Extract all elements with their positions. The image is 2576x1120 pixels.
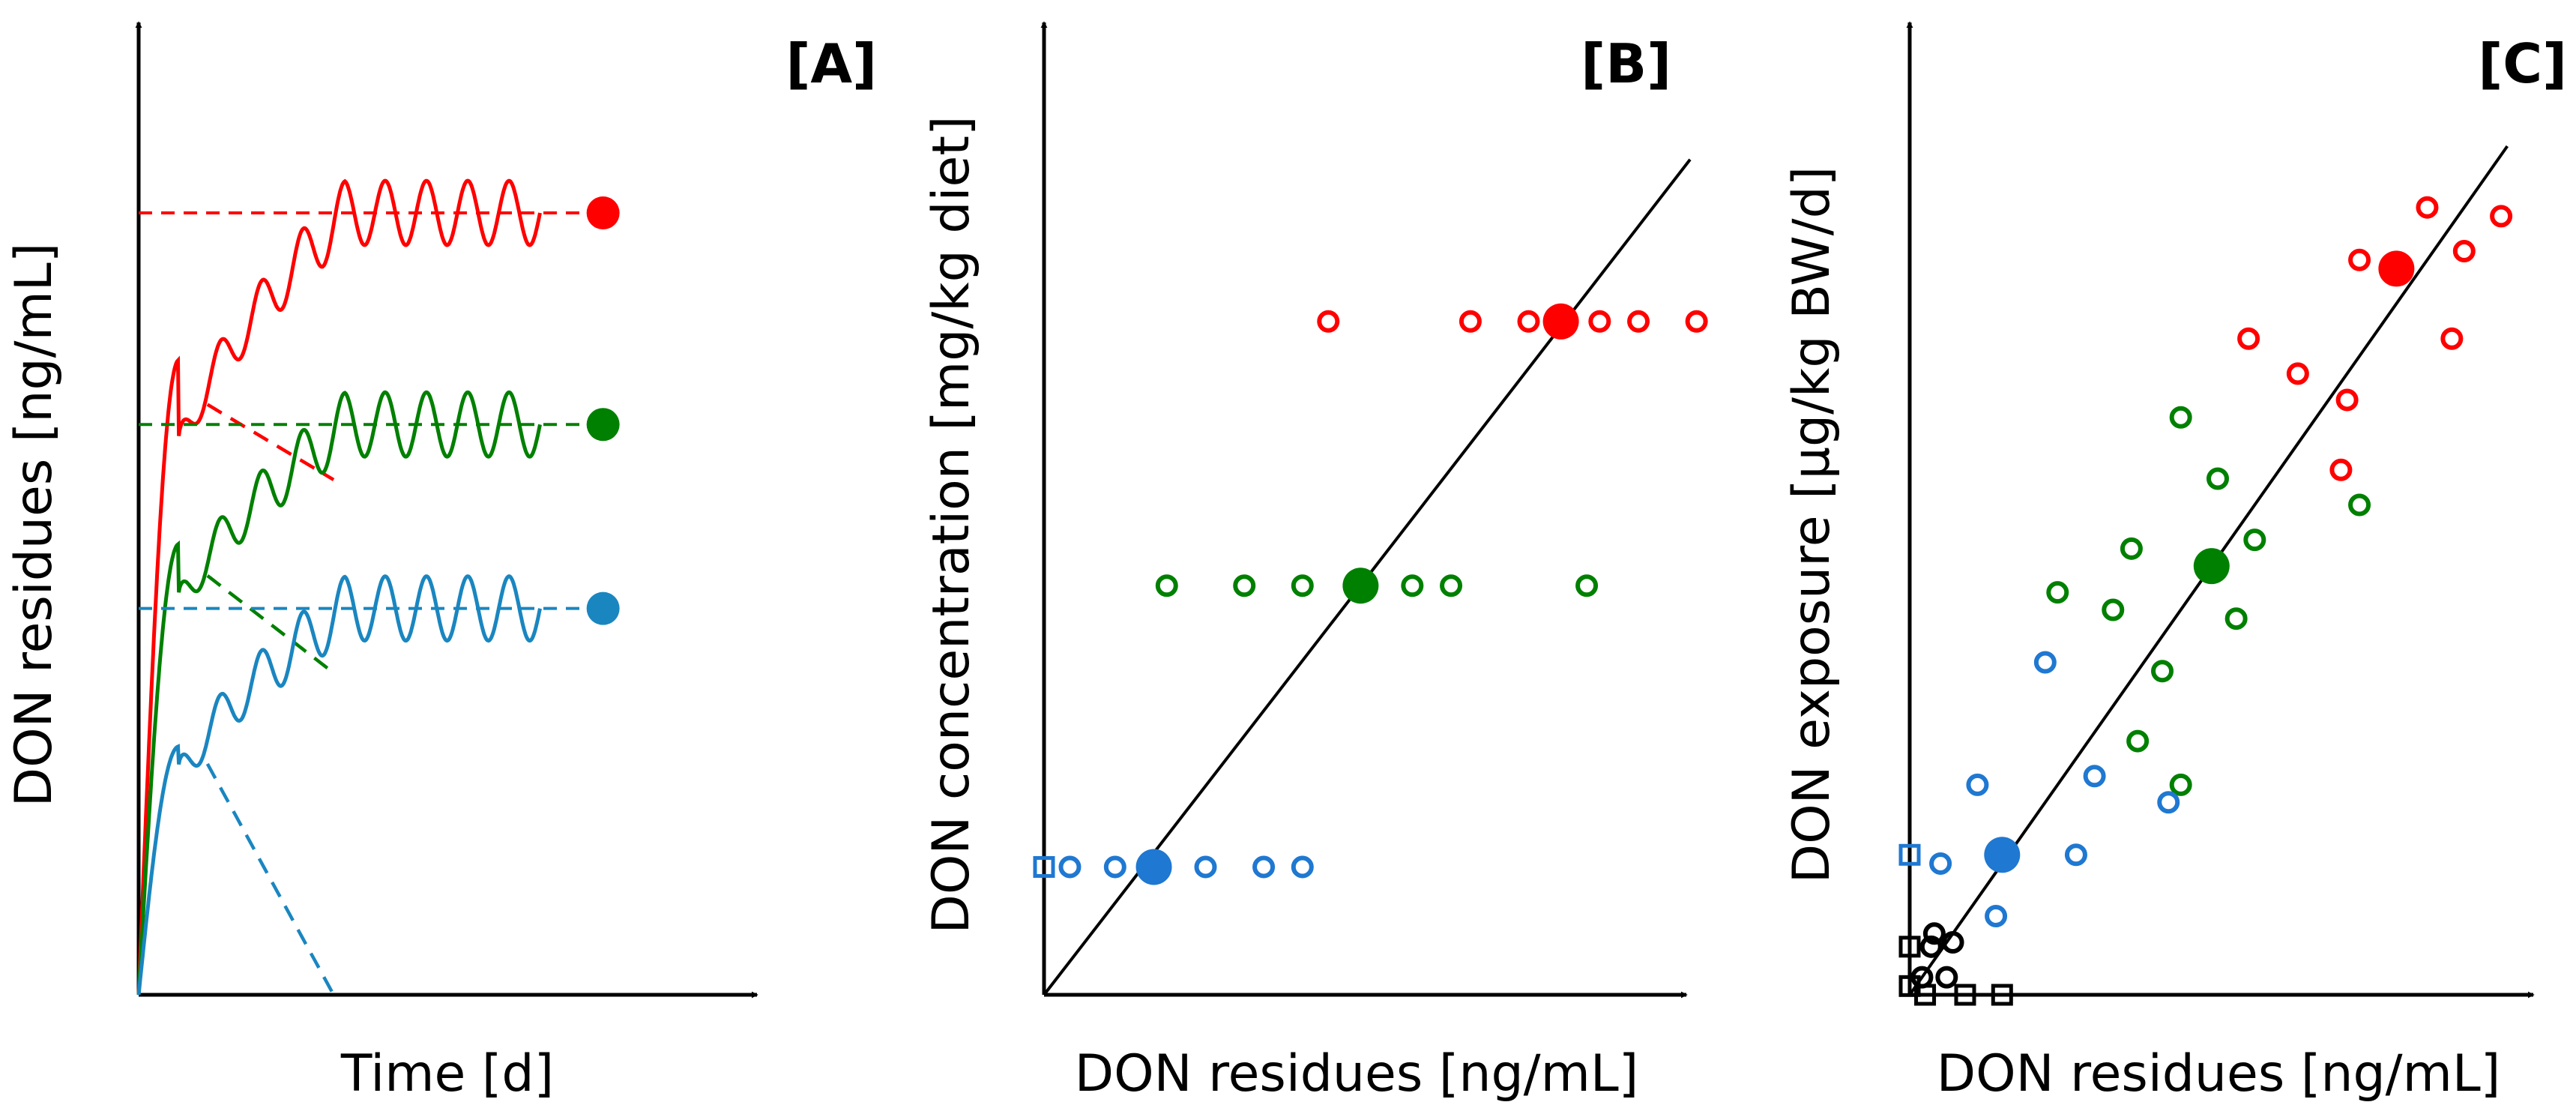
panel-c-point-low-4 [1919, 935, 1943, 958]
panel-a: [A] Time [d] DON residues [ng/mL] [4, 21, 877, 1104]
steady-state-marker-red [586, 196, 620, 230]
panel-c-point-green-0 [2169, 406, 2192, 429]
steady-state-marker-green [586, 408, 620, 442]
panel-c-point-blue-1 [1966, 773, 1989, 796]
steady-state-marker-blue [586, 591, 620, 625]
panel-a-x-label: Time [d] [340, 1044, 554, 1104]
panel-c-square-low-0 [1898, 936, 1921, 958]
panel-b-tag: [B] [1581, 32, 1671, 95]
panel-c-square-blue-0 [1898, 843, 1921, 866]
panel-b-mean-green [1342, 567, 1379, 604]
panel-c-point-green-7 [2151, 660, 2174, 683]
panel-c-point-blue-5 [2064, 843, 2087, 867]
panel-c-point-low-3 [1935, 966, 1958, 989]
panel-c-point-red-2 [2286, 362, 2309, 385]
panel-c-point-red-1 [2237, 327, 2260, 350]
panel-b-point-red-4 [1627, 310, 1650, 333]
panel-c-point-green-1 [2207, 467, 2229, 490]
panel-b-point-blue-4 [1291, 855, 1314, 879]
panel-b-point-blue-2 [1194, 855, 1217, 879]
panel-c-point-blue-6 [1985, 904, 2008, 927]
accumulation-curve-red [136, 178, 542, 996]
panel-c-y-label: DON exposure [µg/kg BW/d] [1782, 166, 1841, 884]
panel-c-point-blue-0 [2033, 651, 2057, 674]
panel-b-point-green-5 [1575, 574, 1599, 597]
panel-c-mean-green [2193, 548, 2230, 585]
panel-b-point-red-0 [1317, 310, 1340, 333]
panel-b-point-green-3 [1401, 574, 1424, 597]
panel-a-series [136, 178, 620, 996]
panel-c-point-green-6 [2224, 607, 2248, 630]
panel-b-x-label: DON residues [ng/mL] [1075, 1044, 1638, 1104]
panel-c-mean-blue [1984, 837, 2021, 873]
panel-c-point-red-5 [2490, 205, 2513, 228]
panel-b-square-blue-0 [1033, 855, 1055, 878]
panel-c-marks [1898, 145, 2513, 1006]
panel-c-x-label: DON residues [ng/mL] [1937, 1044, 2500, 1104]
panel-c-point-red-8 [2329, 458, 2353, 481]
accumulation-curve-blue [136, 574, 542, 996]
panel-c-square-low-4 [1991, 984, 2013, 1006]
panel-c-point-green-2 [2120, 537, 2143, 560]
panel-b-y-label: DON concentration [mg/kg diet] [922, 115, 981, 933]
panel-b-point-green-0 [1155, 574, 1178, 597]
panel-b: [B] DON residues [ng/mL] DON concentrati… [922, 21, 1708, 1104]
panel-c-point-blue-4 [1929, 852, 1952, 875]
panel-c-square-low-2 [1914, 984, 1937, 1006]
panel-c-point-red-4 [2452, 240, 2476, 263]
accumulation-curve-green [136, 390, 542, 996]
panel-b-point-blue-0 [1058, 855, 1082, 879]
panel-c-point-red-0 [2348, 248, 2371, 271]
panel-b-point-green-2 [1291, 574, 1314, 597]
panel-c-tag: [C] [2478, 32, 2567, 95]
panel-c-point-green-9 [2169, 773, 2192, 796]
panel-b-point-blue-3 [1252, 855, 1276, 879]
panel-c-point-green-3 [2046, 581, 2069, 604]
panel-b-point-red-2 [1517, 310, 1540, 333]
washout-curve-blue [205, 762, 336, 996]
panel-c-mean-red [2378, 250, 2415, 287]
panel-b-mean-blue [1135, 849, 1172, 885]
panel-c-point-blue-2 [2083, 765, 2106, 788]
panel-b-point-red-1 [1459, 310, 1482, 333]
panel-c-square-low-3 [1954, 984, 1976, 1006]
panel-c-point-green-10 [2348, 493, 2371, 517]
panel-c-point-low-0 [1922, 922, 1946, 945]
panel-b-point-blue-1 [1103, 855, 1126, 879]
panel-b-point-red-5 [1685, 310, 1708, 333]
panel-a-tag: [A] [785, 32, 877, 95]
panel-c-point-red-3 [2416, 196, 2439, 219]
washout-curve-red [206, 403, 335, 481]
panel-c-point-green-8 [2126, 729, 2150, 753]
panel-c-point-red-6 [2440, 327, 2464, 350]
panel-b-point-green-1 [1233, 574, 1256, 597]
panel-c-point-blue-3 [2157, 791, 2180, 814]
panel-b-mean-red [1542, 303, 1579, 340]
panel-a-y-label: DON residues [ng/mL] [4, 243, 64, 807]
panel-c-point-red-7 [2335, 388, 2359, 412]
panel-b-marks [1033, 158, 1708, 996]
panel-c-point-low-1 [1941, 930, 1964, 954]
panel-b-point-red-3 [1588, 310, 1611, 333]
panel-b-point-green-4 [1440, 574, 1463, 597]
panel-c: [C] DON residues [ng/mL] DON exposure [µ… [1782, 21, 2567, 1104]
panel-c-point-green-5 [2243, 529, 2266, 552]
panel-c-point-green-4 [2102, 598, 2125, 621]
